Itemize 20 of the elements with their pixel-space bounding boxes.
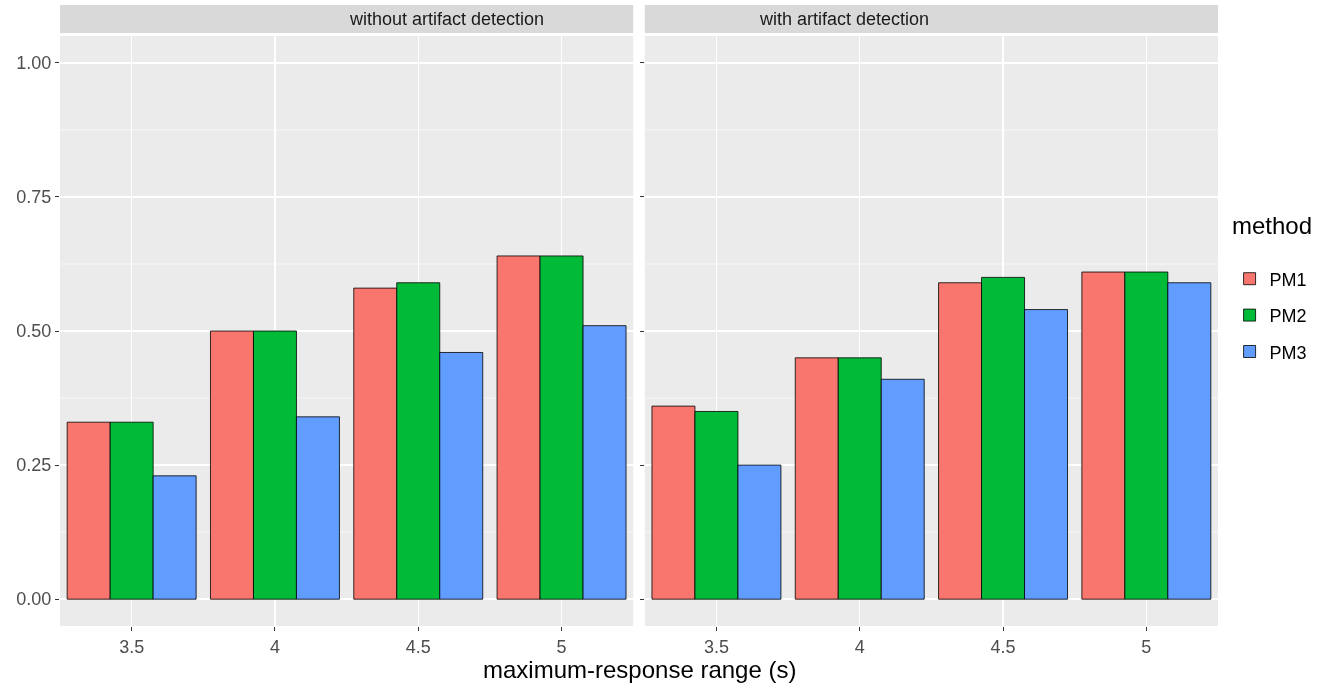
x-axis-title: maximum-response range (s) [483,656,797,683]
legend-label: PM3 [1269,342,1307,363]
chart-title: with artifact detection [759,9,930,29]
x-tick-label: 4.5 [405,636,431,657]
y-tick-label: 0.50 [16,321,52,342]
legend-label: PM1 [1269,269,1307,290]
x-tick-label: 5 [556,636,567,657]
y-tick-label: 0.00 [16,589,52,610]
x-tick-label: 3.5 [119,636,145,657]
chart-title: without artifact detection [349,9,545,29]
legend-title: method [1232,212,1313,239]
x-tick-label: 4 [854,636,865,657]
x-tick-label: 4.5 [990,636,1016,657]
y-tick-label: 1.00 [16,53,52,74]
x-tick-label: 5 [1141,636,1152,657]
legend-label: PM2 [1269,306,1307,327]
x-tick-label: 3.5 [703,636,729,657]
x-tick-label: 4 [269,636,280,657]
y-tick-label: 0.25 [16,455,52,476]
y-tick-label: 0.75 [16,187,52,208]
